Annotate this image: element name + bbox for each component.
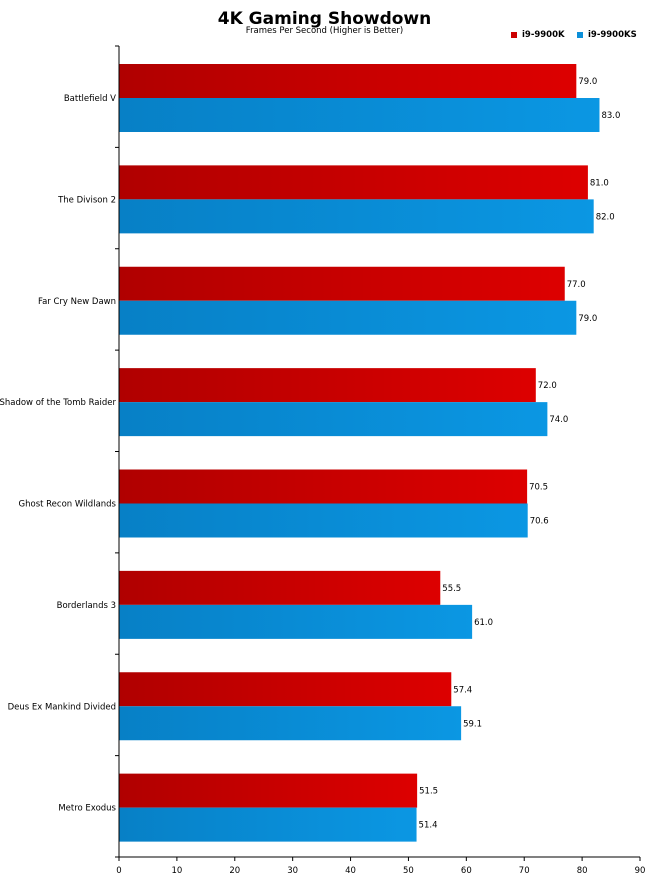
bar-series-1 <box>119 773 418 808</box>
data-label: 74.0 <box>549 415 568 425</box>
bar-series-2 <box>119 402 548 437</box>
data-label: 79.0 <box>578 77 597 87</box>
data-label: 70.6 <box>530 517 549 527</box>
x-tick-label: 80 <box>577 866 588 876</box>
chart-title: 4K Gaming Showdown <box>217 9 432 29</box>
category-label: Far Cry New Dawn <box>38 297 116 307</box>
bar-series-2 <box>119 98 600 132</box>
x-tick-label: 20 <box>229 866 240 876</box>
legend-item-series-2: i9-9900KS <box>577 30 637 40</box>
data-label: 79.0 <box>578 314 597 324</box>
data-label: 55.5 <box>442 584 461 594</box>
x-tick-label: 30 <box>287 866 298 876</box>
bar-series-1 <box>119 672 452 707</box>
category-label: Metro Exodus <box>58 804 116 814</box>
category-label: Ghost Recon Wildlands <box>19 500 117 510</box>
bar-series-2 <box>119 807 417 842</box>
legend-label-series-2: i9-9900KS <box>588 30 637 40</box>
bar-series-2 <box>119 199 594 234</box>
category-label: Borderlands 3 <box>57 601 116 611</box>
bar-series-1 <box>119 469 528 504</box>
x-tick-label: 10 <box>171 866 182 876</box>
data-label: 70.5 <box>529 483 548 493</box>
data-label: 61.0 <box>474 618 493 628</box>
x-tick-label: 60 <box>461 866 472 876</box>
x-tick-label: 90 <box>635 866 646 876</box>
bar-series-2 <box>119 503 528 538</box>
chart-subtitle: Frames Per Second (Higher is Better) <box>245 26 404 36</box>
category-label: Shadow of the Tomb Raider <box>0 398 116 408</box>
data-label: 72.0 <box>538 381 557 391</box>
data-label: 51.4 <box>419 821 438 831</box>
bar-series-1 <box>119 266 565 301</box>
data-label: 57.4 <box>453 685 472 695</box>
bar-series-2 <box>119 604 473 639</box>
bar-series-1 <box>119 165 588 200</box>
data-label: 81.0 <box>590 178 609 188</box>
data-label: 83.0 <box>601 111 620 121</box>
bar-series-1 <box>119 570 441 605</box>
bar-series-2 <box>119 300 577 335</box>
legend-item-series-1: i9-9900K <box>511 30 565 40</box>
bar-series-1 <box>119 64 577 98</box>
bar-series-1 <box>119 368 536 403</box>
data-label: 59.1 <box>463 719 482 729</box>
category-label: Battlefield V <box>64 94 116 104</box>
x-tick-label: 70 <box>519 866 530 876</box>
data-label: 51.5 <box>419 787 438 797</box>
data-label: 77.0 <box>567 280 586 290</box>
x-tick-label: 0 <box>116 866 121 876</box>
legend-swatch-series-2 <box>577 32 583 38</box>
category-label: Deus Ex Mankind Divided <box>8 702 116 712</box>
x-tick-label: 50 <box>403 866 414 876</box>
legend-swatch-series-1 <box>511 32 517 38</box>
x-tick-label: 40 <box>345 866 356 876</box>
bar-series-2 <box>119 706 462 741</box>
category-label: The Divison 2 <box>57 195 116 205</box>
legend-label-series-1: i9-9900K <box>522 30 565 40</box>
data-label: 82.0 <box>596 212 615 222</box>
